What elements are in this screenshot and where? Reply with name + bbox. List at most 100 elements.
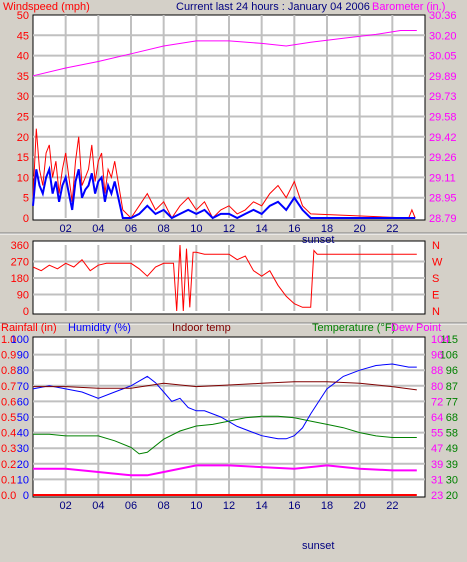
windspeed-axis-label: Windspeed (mph)	[3, 1, 90, 13]
windspeed-tick-30: 30	[17, 91, 29, 103]
axis2-tick-6: 77	[446, 396, 458, 408]
axis2-tick-1: 30	[446, 474, 458, 486]
humidity-axis-label: Humidity (%)	[68, 322, 131, 334]
temp-x-tick-02: 02	[60, 500, 72, 512]
barometer-axis-label: Barometer (in.)	[372, 1, 445, 13]
direction-tick-360: 360	[11, 240, 29, 252]
windspeed-tick-45: 45	[17, 30, 29, 42]
temp-x-tick-08: 08	[158, 500, 170, 512]
dewpoint-axis-label: Dew Point	[391, 322, 441, 334]
temp-x-tick-22: 22	[386, 500, 398, 512]
wind-gust-series-line	[32, 128, 416, 219]
temp-x-tick-14: 14	[256, 500, 268, 512]
axis0-tick-7: 0.7	[1, 381, 16, 393]
axis1-tick-1: 10	[17, 474, 29, 486]
axis1-tick-0: 0	[23, 490, 29, 502]
axis1-tick-6: 60	[17, 396, 29, 408]
wind-x-tick-04: 04	[92, 223, 104, 235]
barometer-tick-29.26: 29.26	[429, 152, 457, 164]
axis3-tick-4: 55	[431, 428, 443, 440]
wind-x-tick-14: 14	[256, 223, 268, 235]
windspeed-tick-25: 25	[17, 112, 29, 124]
barometer-tick-29.58: 29.58	[429, 112, 457, 124]
axis1-tick-9: 90	[17, 350, 29, 362]
compass-tick-2: S	[432, 273, 439, 285]
axis1-tick-5: 50	[17, 412, 29, 424]
indoor-temp-series-line	[33, 381, 417, 391]
axis1-tick-3: 30	[17, 443, 29, 455]
chart-header-title: Current last 24 hours : January 04 2006	[176, 1, 370, 13]
axis3-tick-10: 104	[431, 334, 449, 346]
barometer-tick-28.95: 28.95	[429, 193, 457, 205]
temperature-series-line	[33, 415, 417, 455]
barometer-tick-30.36: 30.36	[429, 10, 457, 22]
wind-x-tick-18: 18	[321, 223, 333, 235]
axis2-tick-5: 68	[446, 412, 458, 424]
temp-x-tick-20: 20	[354, 500, 366, 512]
direction-tick-90: 90	[17, 290, 29, 302]
sunset-label-bottom: sunset	[302, 540, 334, 552]
axis2-tick-8: 96	[446, 365, 458, 377]
axis0-tick-8: 0.8	[1, 365, 16, 377]
wind-x-tick-10: 10	[190, 223, 202, 235]
compass-tick-3: E	[432, 290, 439, 302]
wind-direction-series-line	[32, 244, 417, 312]
temp-x-tick-10: 10	[190, 500, 202, 512]
wind-x-tick-20: 20	[354, 223, 366, 235]
barometer-tick-30.05: 30.05	[429, 51, 457, 63]
axis3-tick-7: 80	[431, 381, 443, 393]
wind-x-tick-08: 08	[158, 223, 170, 235]
compass-tick-0: N	[432, 240, 440, 252]
axis0-tick-0: 0.0	[1, 490, 16, 502]
axis2-tick-4: 58	[446, 428, 458, 440]
temp-x-tick-18: 18	[321, 500, 333, 512]
axis2-tick-10: 115	[440, 334, 458, 346]
axis1-tick-10: 100	[11, 334, 29, 346]
axis1-tick-4: 40	[17, 428, 29, 440]
indoor-temp-label: Indoor temp	[172, 322, 231, 334]
wind-x-tick-16: 16	[288, 223, 300, 235]
direction-tick-180: 180	[11, 273, 29, 285]
wind-x-tick-22: 22	[386, 223, 398, 235]
axis0-tick-6: 0.6	[1, 396, 16, 408]
sunset-label-top: sunset	[302, 234, 334, 246]
temp-x-tick-12: 12	[223, 500, 235, 512]
axis0-tick-1: 0.1	[1, 474, 16, 486]
axis0-tick-3: 0.3	[1, 443, 16, 455]
barometer-tick-29.11: 29.11	[429, 172, 456, 184]
axis3-tick-9: 96	[431, 350, 443, 362]
temp-x-tick-04: 04	[92, 500, 104, 512]
direction-tick-0: 0	[23, 306, 29, 318]
axis2-tick-0: 20	[446, 490, 458, 502]
direction-tick-270: 270	[11, 257, 29, 269]
windspeed-tick-40: 40	[17, 51, 29, 63]
axis3-tick-2: 39	[431, 459, 443, 471]
temperature-axis-label: Temperature (°F)	[312, 322, 395, 334]
barometer-series-line	[32, 30, 417, 77]
wind-x-tick-06: 06	[125, 223, 137, 235]
barometer-tick-29.42: 29.42	[429, 132, 457, 144]
axis3-tick-6: 72	[431, 396, 443, 408]
axis1-tick-2: 20	[17, 459, 29, 471]
axis2-tick-3: 49	[446, 443, 458, 455]
barometer-tick-30.20: 30.20	[429, 30, 457, 42]
axis0-tick-9: 0.9	[1, 350, 16, 362]
windspeed-tick-5: 5	[23, 193, 29, 205]
axis2-tick-2: 39	[446, 459, 458, 471]
barometer-tick-29.73: 29.73	[429, 91, 457, 103]
axis3-tick-3: 47	[431, 443, 443, 455]
axis3-tick-1: 31	[431, 474, 443, 486]
rainfall-axis-label: Rainfall (in)	[1, 322, 57, 334]
windspeed-tick-50: 50	[17, 10, 29, 22]
wind-average-series-line	[32, 165, 416, 220]
barometer-tick-28.79: 28.79	[429, 213, 457, 225]
windspeed-tick-20: 20	[17, 132, 29, 144]
axis1-tick-7: 70	[17, 381, 29, 393]
temp-x-tick-16: 16	[288, 500, 300, 512]
windspeed-tick-0: 0	[23, 213, 29, 225]
axis0-tick-10: 1.0	[1, 334, 16, 346]
windspeed-tick-35: 35	[17, 71, 29, 83]
windspeed-tick-10: 10	[17, 172, 29, 184]
